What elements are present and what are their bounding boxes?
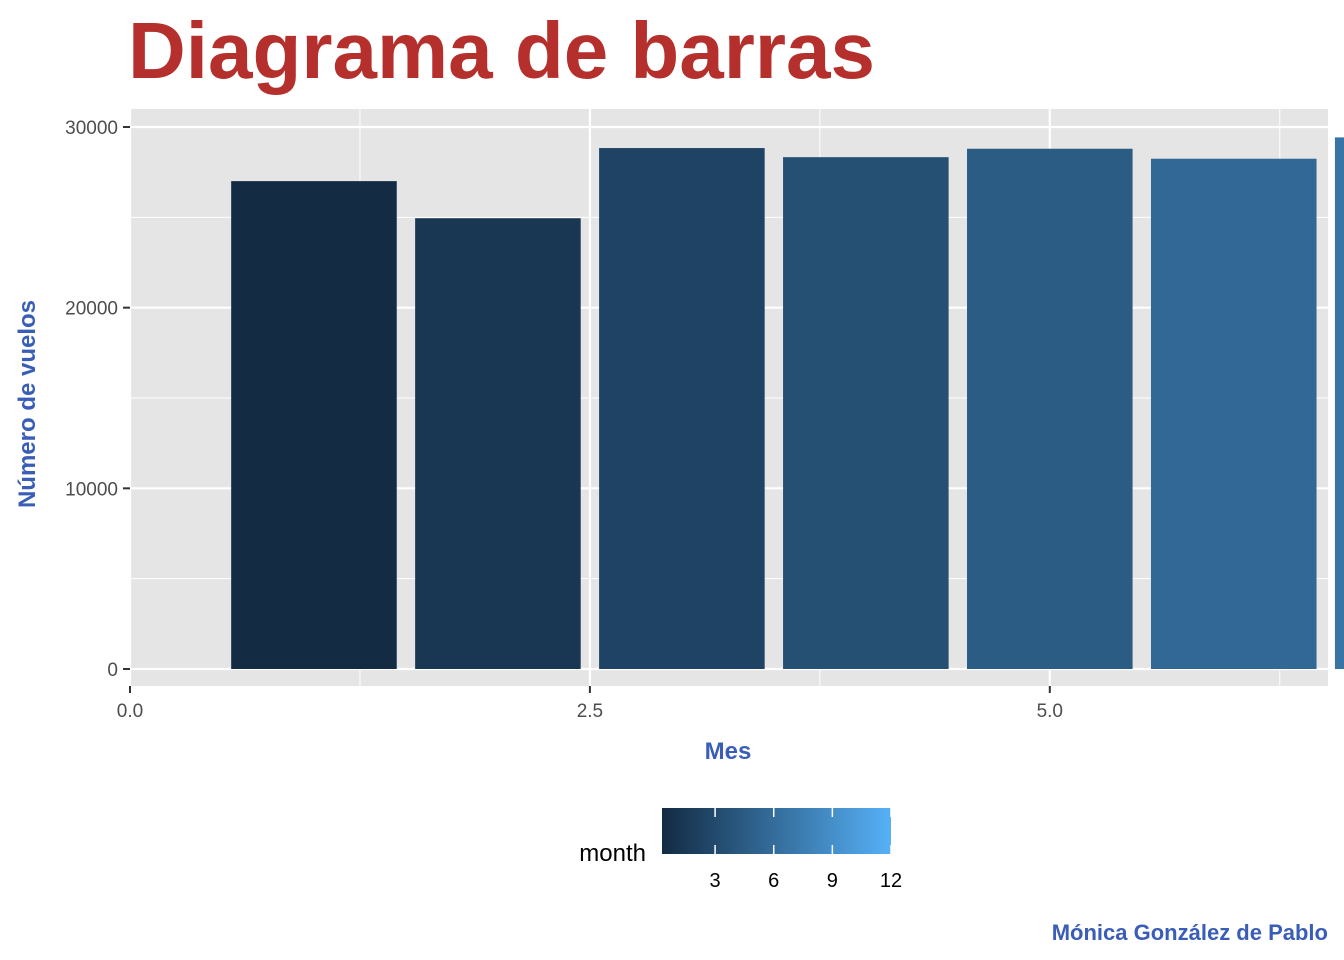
y-tick-label: 0 <box>107 660 118 681</box>
bar <box>783 157 949 669</box>
y-tick-label: 30000 <box>65 118 118 139</box>
x-tick-label: 2.5 <box>577 701 603 722</box>
x-tick-label: 5.0 <box>1037 701 1063 722</box>
legend-title: month <box>579 840 646 867</box>
caption: Mónica González de Pablo <box>1052 920 1328 945</box>
bar <box>415 218 581 669</box>
legend-tick-label: 6 <box>768 870 779 892</box>
y-tick-label: 10000 <box>65 479 118 500</box>
bar <box>1150 158 1317 669</box>
bar <box>967 148 1133 670</box>
legend-tick-label: 3 <box>710 870 721 892</box>
y-axis-label: Número de vuelos <box>14 300 41 508</box>
legend: month 3 6 9 12 <box>579 808 902 892</box>
legend-tick-label: 12 <box>880 870 902 892</box>
bar <box>1334 137 1344 670</box>
legend-tick-label: 9 <box>827 870 838 892</box>
legend-colorbar <box>662 808 891 854</box>
bar <box>599 148 765 669</box>
bar <box>231 181 397 669</box>
chart-title: Diagrama de barras <box>128 6 875 95</box>
x-axis-label: Mes <box>705 738 752 765</box>
bars <box>231 137 1344 670</box>
x-tick-label: 0.0 <box>117 701 143 722</box>
y-tick-label: 20000 <box>65 299 118 320</box>
